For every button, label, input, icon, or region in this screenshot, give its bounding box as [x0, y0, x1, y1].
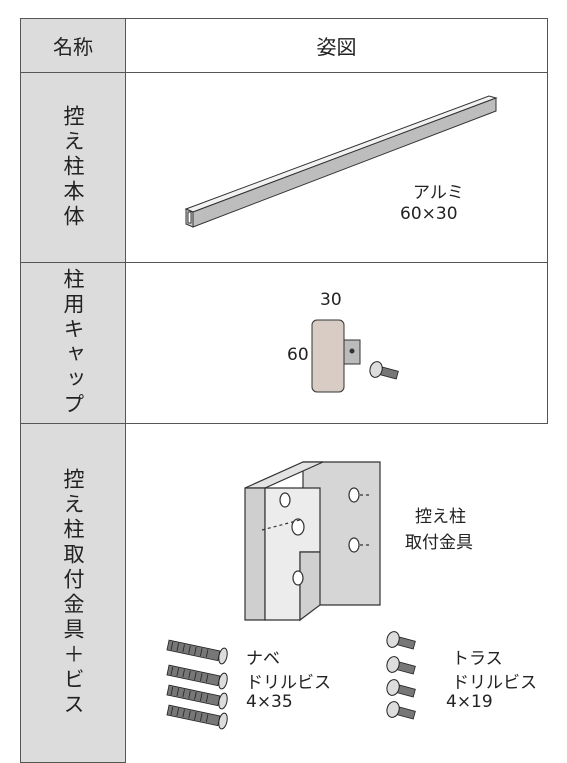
row-name: 控え柱取付金具＋ビス — [61, 468, 85, 718]
cap-drawing — [311, 319, 399, 393]
row-name: 控え柱本体 — [61, 105, 85, 230]
screw-label: ドリルビス — [452, 673, 537, 693]
spec-label: 60×30 — [400, 204, 458, 224]
screw-label: 4×19 — [446, 692, 493, 712]
spec-label: アルミ — [413, 183, 464, 203]
part-label: 控え柱 — [415, 507, 466, 527]
row-figure-cell — [125, 423, 548, 763]
bracket-drawing — [244, 461, 381, 622]
bar-drawing — [184, 95, 498, 228]
row-name-cell: 控え柱本体 — [20, 72, 126, 263]
dimension-label: 60 — [287, 345, 309, 365]
part-label: 取付金具 — [405, 533, 473, 553]
header-name-cell: 名称 — [20, 18, 126, 73]
screw-label: ナベ — [246, 649, 280, 669]
header-figure: 姿図 — [316, 35, 357, 59]
row-name-cell: 控え柱取付金具＋ビス — [20, 423, 126, 763]
row-name: 柱用キャップ — [61, 268, 85, 418]
dimension-label: 30 — [320, 290, 342, 310]
screw-label: ドリルビス — [246, 673, 331, 693]
screw-label: トラス — [452, 649, 503, 669]
header-name: 名称 — [53, 35, 93, 59]
screw-label: 4×35 — [246, 692, 293, 712]
row-name-cell: 柱用キャップ — [20, 262, 126, 424]
